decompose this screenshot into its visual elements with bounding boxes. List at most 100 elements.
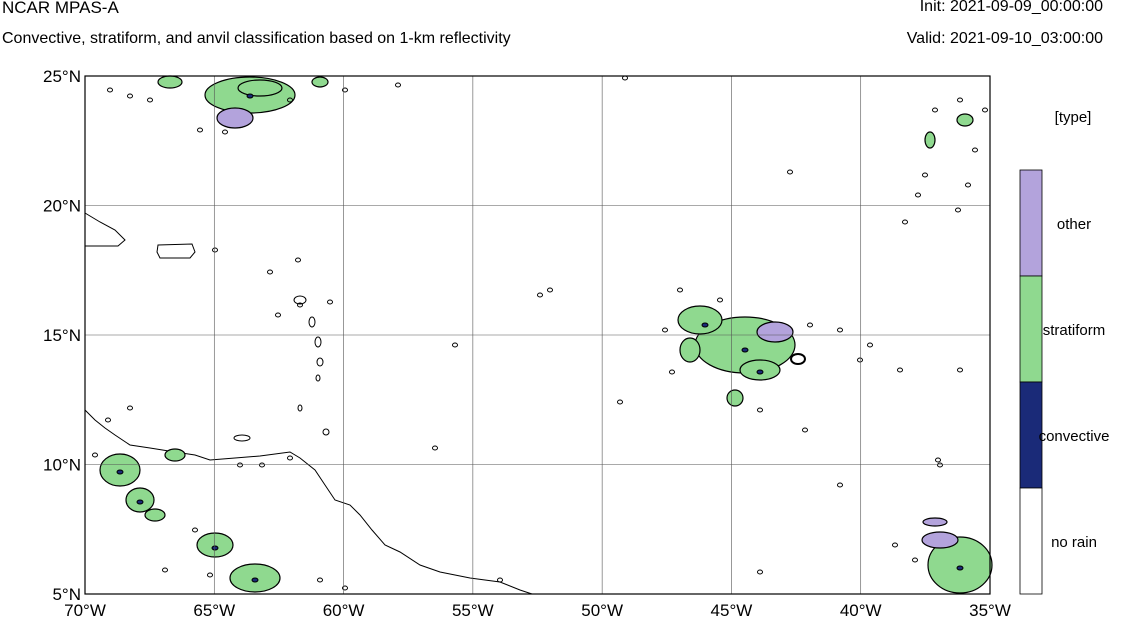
longitude-label: 70°W — [64, 601, 106, 620]
precip-speck — [912, 557, 918, 563]
precip-speck — [317, 577, 323, 583]
precip-speck — [965, 182, 971, 188]
precip-speck — [802, 427, 808, 433]
precip-speck — [259, 462, 265, 468]
precip-speck — [677, 287, 683, 293]
precip-speck — [717, 297, 723, 303]
contour-ring — [790, 353, 806, 365]
precip-speck — [222, 129, 228, 135]
precip-speck — [197, 127, 203, 133]
precip-speck — [162, 567, 168, 573]
precip-speck — [669, 369, 675, 375]
precip-speck — [497, 577, 503, 583]
coastline-greater-antilles — [84, 212, 126, 247]
latitude-label: 15°N — [43, 326, 81, 345]
longitude-labels: 70°W 65°W 60°W 55°W 50°W 45°W 40°W 35°W — [64, 601, 1011, 620]
longitude-label: 65°W — [193, 601, 235, 620]
precip-speck — [897, 367, 903, 373]
precip-speck — [892, 542, 898, 548]
latitude-label: 5°N — [52, 585, 81, 604]
precip-speck — [757, 407, 763, 413]
convective-core — [136, 499, 144, 505]
precip-cell — [677, 305, 723, 335]
precip-speck — [127, 405, 133, 411]
latitude-labels: 25°N 20°N 15°N 10°N 5°N — [43, 67, 81, 604]
precip-speck — [857, 357, 863, 363]
precip-speck — [432, 445, 438, 451]
precip-cell — [956, 113, 974, 127]
init-time: Init: 2021-09-09_00:00:00 — [919, 0, 1103, 15]
lesser-antilles — [233, 295, 330, 442]
precip-speck — [935, 457, 941, 463]
legend-title: [type] — [1055, 109, 1092, 126]
latitude-label: 10°N — [43, 456, 81, 475]
map-frame — [84, 75, 991, 595]
precip-speck — [957, 97, 963, 103]
precip-speck — [267, 269, 273, 275]
legend-label: no rain — [1051, 534, 1097, 551]
precip-cell — [726, 389, 744, 407]
precip-cell — [237, 79, 283, 97]
precip-speck — [937, 462, 943, 468]
precip-cell — [927, 536, 993, 594]
precip-speck — [147, 97, 153, 103]
precip-speck — [957, 367, 963, 373]
coastline-puerto-rico — [156, 243, 196, 259]
precip-speck — [192, 527, 198, 533]
precip-speck — [537, 292, 543, 298]
precip-speck — [837, 482, 843, 488]
precip-cell — [144, 508, 166, 522]
legend-label: other — [1057, 216, 1091, 233]
convective-core — [116, 469, 124, 475]
longitude-label: 60°W — [323, 601, 365, 620]
precip-cell — [921, 531, 959, 549]
convective-core — [246, 93, 254, 99]
precip-speck — [982, 107, 988, 113]
precip-speck — [342, 87, 348, 93]
precip-speck — [107, 87, 113, 93]
precip-speck — [342, 585, 348, 591]
precip-speck — [327, 299, 333, 305]
precip-speck — [972, 147, 978, 153]
coastline-south-america — [84, 409, 533, 595]
precip-speck — [617, 399, 623, 405]
precip-speck — [867, 342, 873, 348]
precip-speck — [955, 207, 961, 213]
precip-speck — [287, 455, 293, 461]
latitude-label: 25°N — [43, 67, 81, 86]
precip-speck — [932, 107, 938, 113]
legend-swatch-other — [1019, 169, 1043, 277]
precip-speck — [275, 312, 281, 318]
precip-speck — [297, 302, 303, 308]
precip-speck — [757, 569, 763, 575]
precip-speck — [837, 327, 843, 333]
longitude-label: 40°W — [840, 601, 882, 620]
precip-speck — [212, 247, 218, 253]
precip-cell — [922, 517, 948, 527]
precip-speck — [547, 287, 553, 293]
precip-speck — [922, 172, 928, 178]
latitude-label: 20°N — [43, 197, 81, 216]
precipitation-cells — [92, 75, 993, 594]
precip-speck — [915, 192, 921, 198]
precip-speck — [662, 327, 668, 333]
convective-core — [956, 565, 964, 571]
precip-cell — [196, 532, 234, 558]
convective-core — [756, 369, 764, 375]
precip-speck — [295, 257, 301, 263]
precip-speck — [395, 82, 401, 88]
precip-speck — [207, 572, 213, 578]
precip-speck — [92, 452, 98, 458]
model-title: NCAR MPAS-A — [2, 0, 119, 17]
legend-label: convective — [1039, 428, 1110, 445]
valid-time: Valid: 2021-09-10_03:00:00 — [906, 30, 1103, 47]
legend-swatch-no-rain — [1019, 487, 1043, 595]
precip-speck — [105, 417, 111, 423]
precip-speck — [452, 342, 458, 348]
precip-speck — [787, 169, 793, 175]
longitude-label: 55°W — [452, 601, 494, 620]
precip-speck — [807, 322, 813, 328]
legend-colorbar: other stratiform convective no rain — [1019, 169, 1110, 595]
plot-description: Convective, stratiform, and anvil classi… — [2, 30, 511, 47]
longitude-label: 45°W — [711, 601, 753, 620]
